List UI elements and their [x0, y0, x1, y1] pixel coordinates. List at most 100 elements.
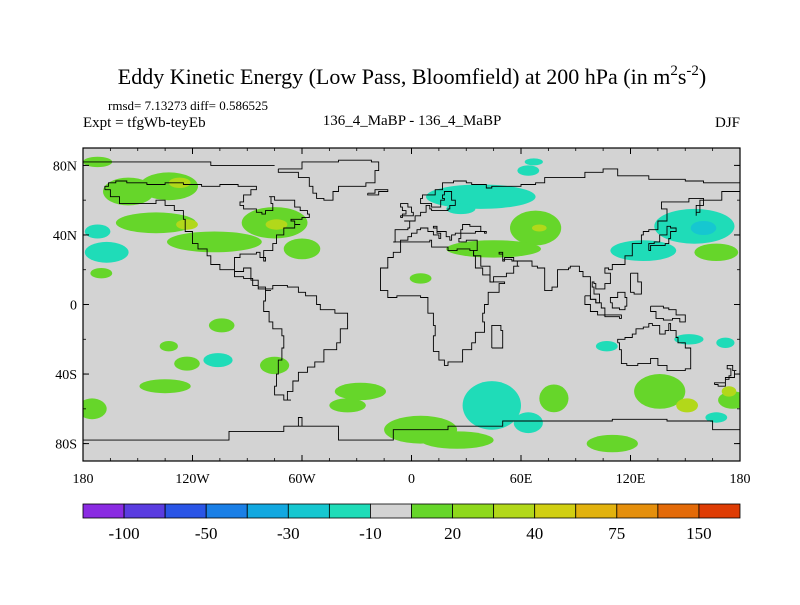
coastline-8: [630, 272, 642, 295]
colorbar-box-3: [164, 503, 207, 519]
colorbar-label-8: 150: [686, 524, 712, 543]
anomaly-patch-45: [517, 165, 540, 176]
colorbar-box-2: [123, 503, 166, 519]
colorbar-box-9: [411, 503, 453, 519]
anomaly-patch-24: [462, 381, 521, 430]
x-tick-label-3: 60W: [288, 472, 316, 487]
coastline-10: [584, 295, 606, 316]
expt-text: Expt = tfgWb-teyEb: [83, 115, 206, 131]
anomaly-patch-12: [90, 268, 113, 279]
colorbar: -100 -50 -30 -10 20 40 75 150: [82, 503, 741, 543]
coastline-13: [650, 305, 686, 323]
x-tick-label-1: 180: [73, 472, 94, 487]
coastline-12: [609, 291, 628, 311]
anomaly-patch-26: [539, 384, 569, 413]
coastline-9: [648, 225, 677, 252]
coastline-5: [393, 191, 740, 304]
coastline-14: [400, 203, 414, 219]
colorbar-box-7: [328, 503, 371, 519]
colorbar-box-16: [698, 503, 741, 519]
anomaly-patch-32: [705, 412, 728, 423]
coastline-1: [104, 180, 349, 401]
colorbar-label-5: 20: [444, 524, 461, 543]
anomaly-patch-34: [674, 334, 704, 345]
anomaly-patch-23: [420, 431, 494, 449]
colorbar-label-4: -10: [359, 524, 382, 543]
anomaly-patch-31: [721, 386, 737, 397]
y-tick-label-4: 40S: [55, 368, 77, 383]
anomaly-patch-18: [139, 379, 191, 394]
y-tick-label-5: 80S: [55, 438, 77, 453]
anomaly-patch-48: [409, 273, 432, 284]
colorbar-label-6: 40: [526, 524, 543, 543]
colorbar-box-10: [452, 503, 495, 519]
x-tick-label-6: 120E: [616, 472, 646, 487]
anomaly-patch-39: [532, 224, 547, 232]
anomaly-patch-17: [260, 356, 290, 375]
colorbar-label-3: -30: [277, 524, 300, 543]
coastline-2: [277, 159, 380, 201]
anomaly-patch-35: [716, 337, 735, 348]
anomaly-patch-21: [329, 398, 366, 413]
coastline-6: [617, 323, 692, 372]
x-tick-label-2: 120W: [175, 472, 210, 487]
colorbar-label-1: -100: [109, 524, 140, 543]
coastline-15: [491, 324, 504, 349]
colorbar-box-8: [370, 503, 412, 519]
x-tick-label-5: 60E: [510, 472, 533, 487]
anomaly-patch-28: [634, 374, 686, 409]
coastline-18: [83, 161, 275, 166]
colorbar-label-2: -50: [195, 524, 218, 543]
y-tick-label-3: 0: [70, 299, 77, 314]
coastline-17: [367, 189, 389, 196]
anomaly-layer: [83, 156, 740, 453]
coastline-7: [714, 364, 737, 387]
colorbar-box-5: [246, 503, 289, 519]
anomaly-patch-20: [334, 382, 386, 401]
anomaly-patch-5: [176, 219, 198, 230]
colorbar-box-13: [575, 503, 618, 519]
anomaly-patch-13: [208, 318, 235, 333]
chart-title: Eddy Kinetic Energy (Low Pass, Bloomfiel…: [118, 63, 706, 89]
colorbar-box-14: [616, 503, 659, 519]
anomaly-patch-40: [446, 240, 541, 258]
anomaly-patch-33: [595, 341, 618, 352]
anomaly-patch-43: [690, 221, 717, 235]
x-tick-label-4: 0: [408, 472, 415, 487]
anomaly-patch-8: [265, 219, 288, 230]
anomaly-patch-2: [139, 172, 198, 201]
anomaly-patch-19: [83, 398, 107, 420]
colorbar-box-12: [534, 503, 577, 519]
anomaly-patch-27: [586, 434, 638, 453]
coastline-layer: [83, 159, 740, 441]
season-label: DJF: [715, 115, 740, 131]
anomaly-patch-25: [513, 412, 543, 434]
anomaly-patch-9: [283, 238, 321, 260]
colorbar-label-7: 75: [608, 524, 625, 543]
colorbar-box-6: [287, 503, 330, 519]
coastline-16: [83, 417, 740, 441]
colorbar-box-15: [657, 503, 700, 519]
coastline-11: [603, 314, 622, 319]
y-axis: 80N 40N 0 40S 80S: [53, 159, 740, 453]
x-tick-label-7: 180: [730, 472, 751, 487]
anomaly-patch-10: [84, 241, 129, 263]
colorbar-box-11: [493, 503, 536, 519]
anomaly-patch-11: [84, 224, 111, 239]
anomaly-patch-6: [167, 231, 262, 253]
anomaly-patch-46: [524, 158, 543, 166]
colorbar-box-4: [205, 503, 248, 519]
coastline-3: [380, 239, 506, 366]
x-axis: 180 120W 60W 0 60E 120E 180: [73, 148, 751, 487]
anomaly-patch-4: [115, 212, 197, 234]
center-text: 136_4_MaBP - 136_4_MaBP: [323, 113, 502, 129]
y-tick-label-2: 40N: [53, 229, 77, 244]
coastline-4: [393, 168, 740, 243]
anomaly-patch-36: [426, 184, 536, 209]
map-background: [83, 148, 740, 461]
anomaly-patch-15: [174, 356, 200, 371]
anomaly-patch-29: [676, 398, 698, 413]
colorbar-box-1: [82, 503, 125, 519]
anomaly-patch-16: [203, 353, 233, 368]
